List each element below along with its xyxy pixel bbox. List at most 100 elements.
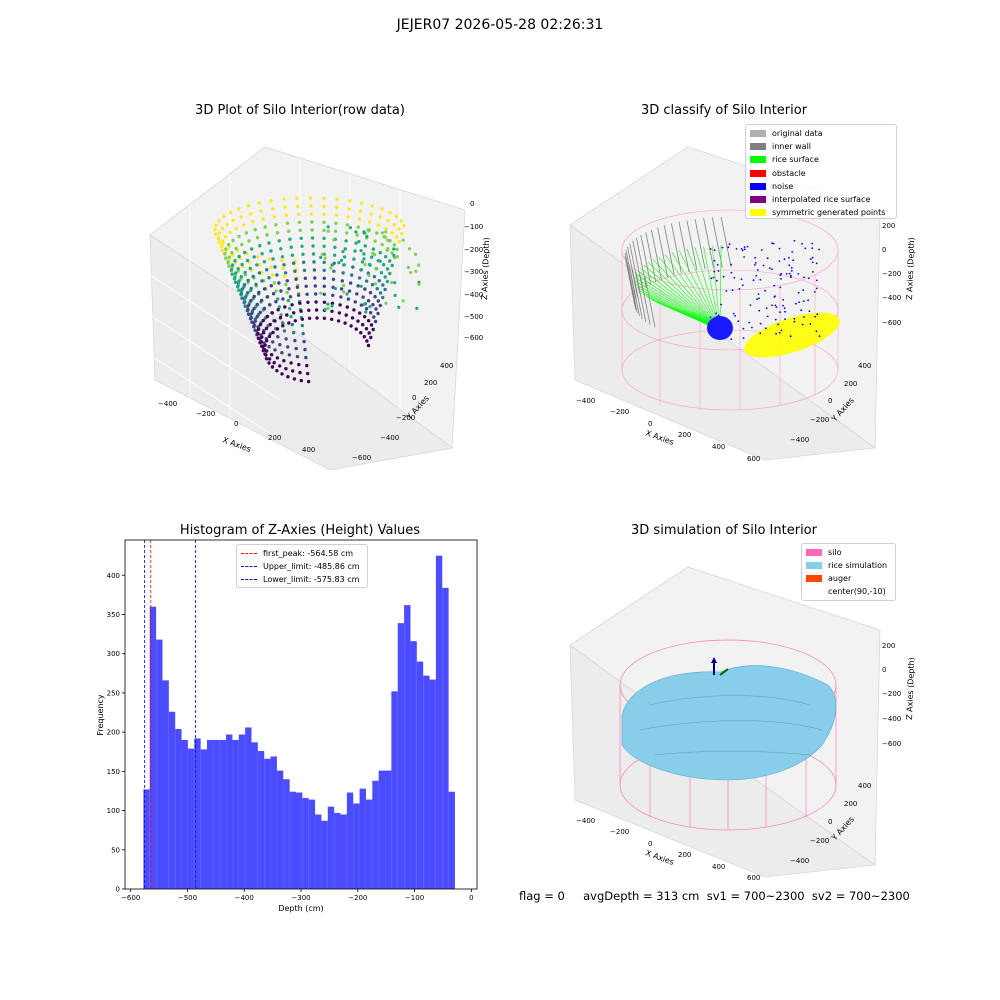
raw-point (286, 375, 290, 379)
raw-point (233, 276, 237, 280)
histogram-bar (283, 779, 290, 889)
raw-point (260, 335, 264, 339)
raw-point (326, 302, 330, 306)
raw-point (388, 271, 392, 276)
histogram-bar (245, 727, 252, 889)
raw-point (368, 262, 372, 267)
raw-point (295, 354, 300, 359)
classify-noise-point (721, 246, 724, 249)
raw-point (373, 239, 377, 243)
classify-noise-point (725, 290, 728, 292)
histogram-ylabel: Frequency (96, 694, 105, 736)
raw-point (284, 367, 288, 371)
raw-point (298, 370, 302, 375)
raw-point (319, 255, 323, 259)
raw-point (371, 303, 375, 307)
classify-noise-point (713, 259, 716, 262)
raw-point (265, 339, 269, 343)
classify-xtick: −200 (610, 408, 629, 416)
classify-wall-line (694, 219, 706, 270)
classify-3d-plot: −400 −200 0 200 400 600 −400 −200 0 200 … (569, 146, 916, 463)
classify-wall-line (644, 277, 656, 328)
histogram-bar (302, 798, 309, 889)
histogram-legend-swatch (241, 566, 257, 567)
raw-point (385, 248, 389, 252)
raw-point (299, 236, 303, 240)
raw-point (253, 228, 257, 232)
histogram-xtick-label: −500 (178, 894, 197, 902)
raw-point (274, 223, 278, 227)
raw-point (263, 225, 267, 229)
raw-point (401, 299, 405, 303)
raw-point (397, 305, 401, 309)
raw-point (226, 260, 230, 264)
simulation-zlabel: Z Axies (Depth) (905, 657, 916, 720)
classify-symmetric-region (744, 312, 840, 358)
raw-point (376, 223, 381, 227)
simulation-ztick: −400 (882, 715, 901, 723)
raw-point (261, 217, 265, 221)
raw-point (292, 261, 296, 265)
raw-point (283, 271, 288, 275)
raw-point (265, 314, 270, 319)
raw-point (271, 292, 276, 296)
raw-point (292, 377, 297, 381)
classify-legend-swatch (750, 209, 766, 217)
raw-point (354, 230, 358, 234)
raw-point (314, 300, 318, 304)
classify-noise-point (803, 276, 805, 279)
raw-point (295, 196, 299, 200)
raw-point (330, 317, 334, 321)
raw-point (366, 299, 371, 303)
raw-point (284, 282, 288, 287)
raw-point (252, 255, 256, 259)
raw-point (286, 298, 291, 303)
raw-point (364, 310, 368, 314)
raw-point (348, 281, 353, 285)
classify-wall-line (629, 243, 641, 294)
raw-point (255, 302, 259, 307)
raw-point (362, 335, 366, 339)
raw-point (287, 321, 291, 325)
raw-point (263, 352, 267, 356)
classify-noise-point (808, 277, 810, 280)
simulation-legend-swatch (806, 588, 822, 595)
histogram-bar (238, 734, 246, 889)
raw-point (384, 227, 388, 231)
simulation-rice-surface (621, 665, 837, 781)
classify-noise-point (731, 289, 734, 292)
classify-legend-swatch (750, 169, 766, 177)
raw-point (281, 321, 285, 325)
raw-point (257, 263, 262, 267)
raw-point (301, 331, 305, 336)
raw-point (271, 207, 275, 211)
classify-noise-point (771, 304, 773, 307)
raw-point (278, 316, 283, 320)
raw-point (239, 215, 243, 219)
classify-noise-point (757, 293, 760, 295)
histogram-bar (378, 770, 386, 889)
classify-wall-line (627, 246, 638, 297)
histogram-ytick-label: 300 (107, 650, 120, 658)
classify-rice-line (634, 280, 721, 331)
raw-point (287, 353, 292, 357)
classify-wall-line (657, 227, 668, 278)
raw-point (267, 241, 271, 245)
raw-point (378, 259, 382, 263)
raw-point (267, 357, 272, 361)
raw-point (346, 215, 350, 219)
classify-xlabel: X Axies (644, 428, 675, 447)
raw-point (332, 269, 336, 273)
raw-point (237, 279, 241, 283)
simulation-xtick: −200 (610, 828, 629, 836)
raw-point (223, 252, 227, 256)
raw-ytick: 0 (412, 394, 416, 402)
raw-point (291, 330, 296, 335)
raw-point (273, 319, 277, 323)
raw-point (394, 215, 399, 219)
simulation-legend-item: rice simulation (806, 559, 891, 572)
classify-noise-point (815, 262, 818, 265)
histogram-bar (168, 711, 176, 889)
raw-point (358, 311, 362, 315)
raw-point (352, 257, 356, 261)
